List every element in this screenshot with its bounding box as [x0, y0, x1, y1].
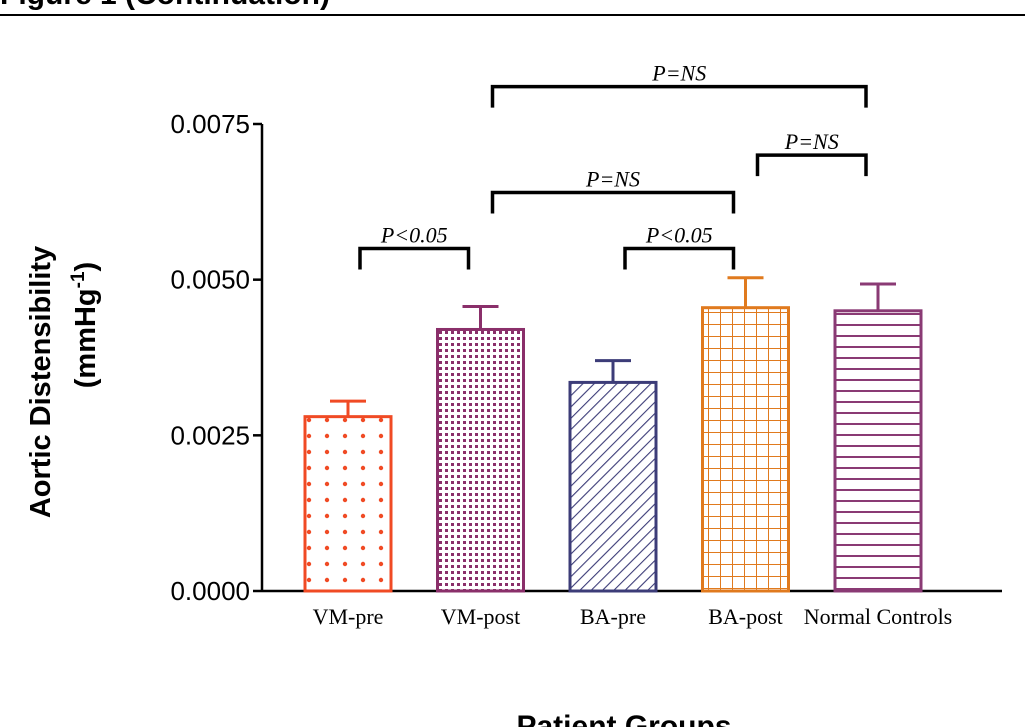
y-tick-label: 0.0075 [170, 109, 250, 139]
y-tick-label: 0.0025 [170, 420, 250, 450]
bar-vm-pre [303, 415, 393, 593]
bar-normal-controls [833, 309, 923, 593]
y-axis-unit-close: ) [70, 262, 102, 272]
y-tick-label: 0.0050 [170, 265, 250, 295]
x-axis-title: Patient Groups [516, 710, 731, 727]
significance-bracket [490, 84, 868, 108]
x-tick-label: Normal Controls [804, 604, 953, 629]
y-axis-unit: (mmHg-1) [68, 262, 102, 388]
p-value-label: P=NS [651, 61, 706, 86]
bar-chart: 0.0000 0.0025 0.0050 0.0075 P<0.05 P<0.05 P=N… [25, 61, 1002, 727]
significance-brackets: P<0.05 P<0.05 P=NS P=NS P=NS [358, 61, 868, 270]
p-value-label: P=NS [585, 166, 640, 191]
p-value-label: P<0.05 [645, 223, 713, 248]
p-value-label: P<0.05 [380, 223, 448, 248]
p-value-label: P=NS [784, 129, 839, 154]
figure-title: Figure 1 (Continuation) [0, 0, 330, 12]
bar-ba-post [701, 306, 790, 593]
x-tick-label: VM-post [441, 604, 520, 629]
axis-labels: VM-pre VM-post BA-pre BA-post Normal Control… [25, 246, 952, 727]
significance-bracket [358, 246, 471, 270]
x-tick-label: VM-pre [313, 604, 384, 629]
significance-bracket [755, 153, 868, 177]
y-axis-title: Aortic Distensibility [25, 246, 57, 518]
bars [303, 276, 923, 593]
chart-panel: 0.0000 0.0025 0.0050 0.0075 P<0.05 P<0.05 P=N… [12, 60, 1025, 727]
y-axis-unit-exponent: -1 [68, 271, 89, 288]
bar-vm-post [436, 327, 525, 593]
axes: 0.0000 0.0025 0.0050 0.0075 [170, 109, 1002, 606]
y-tick-label: 0.0000 [170, 576, 250, 606]
y-axis-unit-base: (mmHg [70, 288, 102, 388]
x-tick-label: BA-post [708, 604, 783, 629]
figure-header: Figure 1 (Continuation) [0, 0, 1025, 16]
significance-bracket [490, 190, 736, 214]
x-tick-label: BA-pre [580, 604, 646, 629]
bar-ba-pre [568, 380, 658, 593]
significance-bracket [623, 246, 736, 270]
